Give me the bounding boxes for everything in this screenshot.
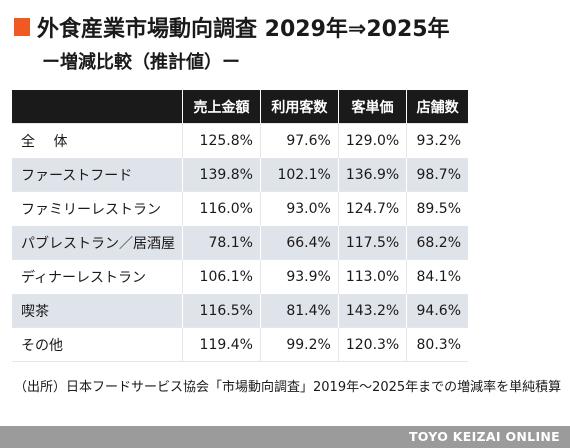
cell-stores: 93.2% bbox=[406, 123, 468, 158]
cell-customers: 93.9% bbox=[259, 259, 339, 294]
row-label: ディナーレストラン bbox=[12, 259, 183, 294]
table-row: ディナーレストラン 106.1% 93.9% 113.0% 84.1% bbox=[12, 259, 468, 294]
header-customers: 利用客数 bbox=[259, 90, 339, 124]
cell-stores: 84.1% bbox=[406, 259, 468, 294]
cell-unit-price: 129.0% bbox=[337, 123, 407, 158]
cell-customers: 81.4% bbox=[259, 293, 339, 328]
row-label: 喫茶 bbox=[12, 293, 183, 328]
cell-customers: 102.1% bbox=[259, 157, 339, 192]
footer-credit: TOYO KEIZAI ONLINE bbox=[408, 429, 560, 444]
cell-sales: 78.1% bbox=[182, 225, 261, 260]
footer-bar: TOYO KEIZAI ONLINE bbox=[0, 426, 570, 448]
data-table: 売上金額 利用客数 客単価 店舗数 全 体 125.8% 97.6% 129.0… bbox=[12, 90, 468, 362]
cell-unit-price: 136.9% bbox=[337, 157, 407, 192]
source-note: （出所）日本フードサービス協会「市場動向調査」2019年～2025年までの増減率… bbox=[14, 380, 562, 395]
cell-stores: 68.2% bbox=[406, 225, 468, 260]
header-stores: 店舗数 bbox=[406, 90, 468, 124]
cell-unit-price: 117.5% bbox=[337, 225, 407, 260]
cell-customers: 99.2% bbox=[259, 327, 339, 362]
page-subtitle: ー増減比較（推計値）ー bbox=[42, 52, 240, 73]
cell-sales: 116.5% bbox=[182, 293, 261, 328]
cell-unit-price: 124.7% bbox=[337, 191, 407, 226]
row-label: その他 bbox=[12, 327, 183, 362]
cell-customers: 93.0% bbox=[259, 191, 339, 226]
cell-sales: 125.8% bbox=[182, 123, 261, 158]
row-label: ファミリーレストラン bbox=[12, 191, 183, 226]
title-block: 外食産業市場動向調査 2029年⇒2025年 ー増減比較（推計値）ー bbox=[14, 13, 564, 74]
cell-stores: 98.7% bbox=[406, 157, 468, 192]
cell-stores: 80.3% bbox=[406, 327, 468, 362]
table-row: パブレストラン／居酒屋 78.1% 66.4% 117.5% 68.2% bbox=[12, 225, 468, 260]
cell-unit-price: 120.3% bbox=[337, 327, 407, 362]
cell-sales: 139.8% bbox=[182, 157, 261, 192]
title-row: 外食産業市場動向調査 2029年⇒2025年 bbox=[14, 13, 564, 42]
cell-sales: 116.0% bbox=[182, 191, 261, 226]
cell-sales: 119.4% bbox=[182, 327, 261, 362]
orange-square-icon bbox=[14, 18, 30, 36]
table-row: その他 119.4% 99.2% 120.3% 80.3% bbox=[12, 327, 468, 362]
cell-stores: 94.6% bbox=[406, 293, 468, 328]
cell-sales: 106.1% bbox=[182, 259, 261, 294]
cell-customers: 66.4% bbox=[259, 225, 339, 260]
header-sales: 売上金額 bbox=[182, 90, 261, 124]
table-row: 全 体 125.8% 97.6% 129.0% 93.2% bbox=[12, 123, 468, 158]
cell-unit-price: 113.0% bbox=[337, 259, 407, 294]
cell-unit-price: 143.2% bbox=[337, 293, 407, 328]
cell-customers: 97.6% bbox=[259, 123, 339, 158]
header-blank bbox=[12, 90, 183, 124]
table-row: ファミリーレストラン 116.0% 93.0% 124.7% 89.5% bbox=[12, 191, 468, 226]
row-label: パブレストラン／居酒屋 bbox=[12, 225, 183, 260]
table-row: 喫茶 116.5% 81.4% 143.2% 94.6% bbox=[12, 293, 468, 328]
table-header-row: 売上金額 利用客数 客単価 店舗数 bbox=[12, 90, 468, 124]
row-label: ファーストフード bbox=[12, 157, 183, 192]
header-unit-price: 客単価 bbox=[337, 90, 407, 124]
table-row: ファーストフード 139.8% 102.1% 136.9% 98.7% bbox=[12, 157, 468, 192]
row-label: 全 体 bbox=[12, 123, 183, 158]
cell-stores: 89.5% bbox=[406, 191, 468, 226]
page-title: 外食産業市場動向調査 2029年⇒2025年 bbox=[37, 17, 450, 42]
